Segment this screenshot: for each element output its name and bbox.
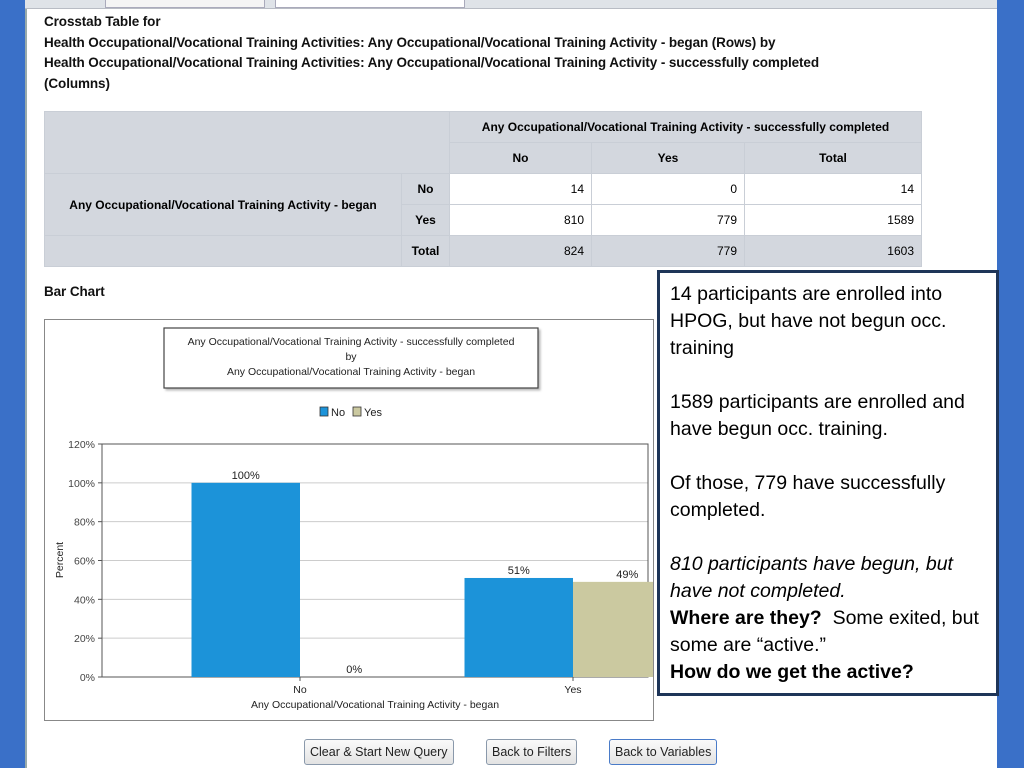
browser-tab-bar: [25, 0, 997, 9]
row-group-header: Any Occupational/Vocational Training Act…: [44, 173, 402, 236]
back-to-variables-button[interactable]: Back to Variables: [609, 739, 718, 765]
legend-swatch: [352, 406, 362, 417]
y-tick-label: 80%: [74, 517, 95, 529]
y-axis-label: Percent: [54, 542, 66, 578]
data-label: 100%: [232, 470, 260, 482]
cell: 779: [591, 204, 745, 236]
bar-no-yes: [464, 577, 573, 677]
data-label: 51%: [508, 565, 530, 577]
annotation-callout: 14 participants are enrolled into HPOG, …: [657, 270, 999, 696]
corner-cell: [44, 111, 450, 174]
chart-title-2: Any Occupational/Vocational Training Act…: [227, 366, 475, 378]
y-tick-label: 40%: [74, 594, 95, 606]
chart-title-by: by: [345, 351, 357, 363]
crosstab-title: Crosstab Table for: [44, 14, 161, 29]
data-label: 0%: [346, 664, 362, 676]
note-paragraph: 14 participants are enrolled into HPOG, …: [670, 283, 947, 359]
bar-no-no: [191, 482, 300, 677]
x-tick-label: Yes: [564, 684, 581, 696]
cell: 14: [449, 173, 592, 205]
crosstab-title-suffix: (Columns): [44, 76, 110, 91]
row-header: No: [401, 173, 450, 205]
x-tick-label: No: [293, 684, 307, 696]
cell: 1589: [744, 204, 922, 236]
total-cell: 1603: [744, 235, 922, 267]
total-spacer: [44, 235, 402, 267]
row-header: Yes: [401, 204, 450, 236]
browser-tab[interactable]: [275, 0, 465, 8]
column-header: No: [449, 142, 592, 174]
crosstab-title-columns: Health Occupational/Vocational Training …: [44, 55, 819, 70]
bar-yes-yes: [573, 581, 682, 677]
legend-swatch: [319, 406, 329, 417]
cell: 14: [744, 173, 922, 205]
note-paragraph: 1589 participants are enrolled and have …: [670, 391, 965, 440]
note-paragraph: Of those, 779 have successfully complete…: [670, 472, 946, 521]
y-tick-label: 60%: [74, 556, 95, 568]
chart-title-box: [163, 327, 539, 389]
cell: 0: [591, 173, 745, 205]
bar-chart: Any Occupational/Vocational Training Act…: [44, 319, 682, 721]
legend-label: No: [331, 407, 345, 419]
y-tick-label: 100%: [68, 478, 95, 490]
browser-tab[interactable]: [105, 0, 265, 8]
column-group-header: Any Occupational/Vocational Training Act…: [449, 111, 922, 143]
note-question: Where are they?: [670, 607, 822, 629]
data-label: 49%: [616, 569, 638, 581]
clear-start-new-query-button[interactable]: Clear & Start New Query: [304, 739, 454, 765]
report-page: Crosstab Table for Health Occupational/V…: [25, 9, 997, 768]
plot-area: [101, 443, 649, 678]
crosstab-title-rows: Health Occupational/Vocational Training …: [44, 35, 776, 50]
back-to-filters-button[interactable]: Back to Filters: [486, 739, 578, 765]
bar-chart-heading: Bar Chart: [44, 284, 105, 299]
x-axis-label: Any Occupational/Vocational Training Act…: [251, 699, 499, 711]
chart-title: Any Occupational/Vocational Training Act…: [188, 336, 515, 348]
note-paragraph: 810 participants have begun, but have no…: [670, 553, 953, 602]
note-text: Some exited, but some are “active.”: [670, 607, 979, 656]
cell: 810: [449, 204, 592, 236]
legend-label: Yes: [364, 407, 382, 419]
total-cell: 779: [591, 235, 745, 267]
note-question: How do we get the active?: [670, 661, 914, 683]
total-cell: 824: [449, 235, 592, 267]
y-tick-label: 20%: [74, 633, 95, 645]
crosstab-table: Any Occupational/Vocational Training Act…: [44, 111, 922, 267]
column-header: Total: [744, 142, 922, 174]
column-header: Yes: [591, 142, 745, 174]
y-tick-label: 0%: [80, 672, 95, 684]
y-tick-label: 120%: [68, 439, 95, 451]
total-row-header: Total: [401, 235, 450, 267]
